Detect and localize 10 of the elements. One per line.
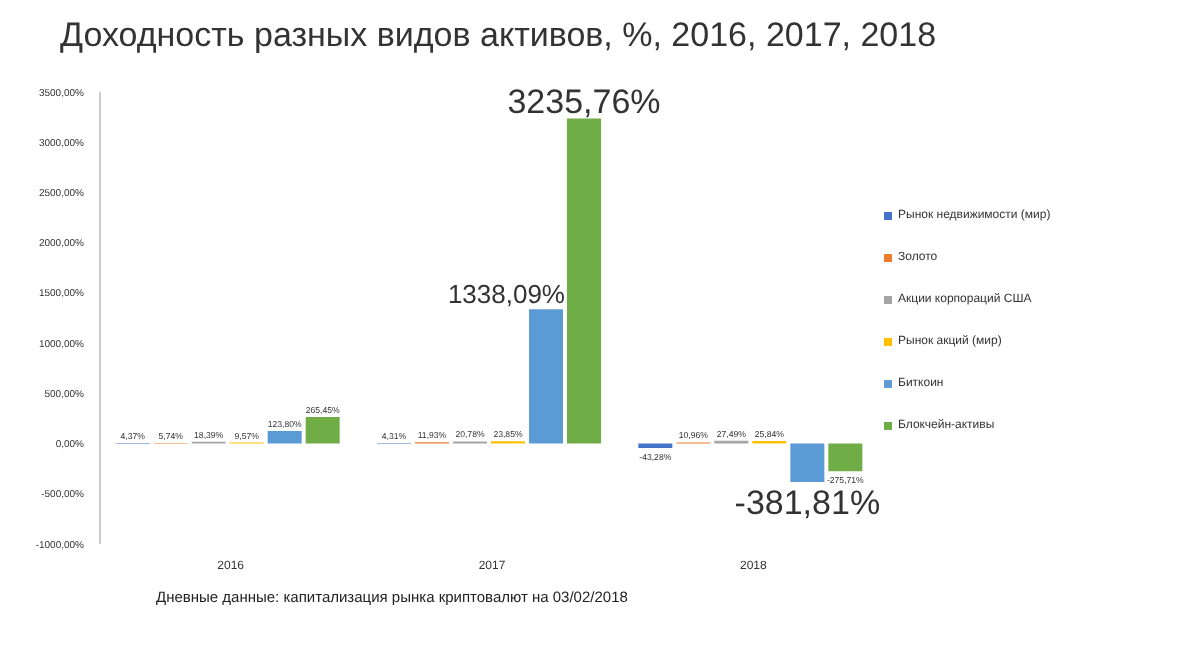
bar — [267, 431, 302, 444]
bar — [567, 118, 602, 444]
chart-title: Доходность разных видов активов, %, 2016, 2017, 2018 — [60, 16, 939, 58]
bar — [790, 443, 825, 482]
data-label: 1338,09% — [447, 279, 566, 310]
data-label: -381,81% — [734, 483, 881, 522]
bar — [529, 309, 564, 444]
bar — [305, 416, 340, 444]
data-label: 3235,76% — [507, 82, 661, 121]
bar — [828, 443, 863, 472]
